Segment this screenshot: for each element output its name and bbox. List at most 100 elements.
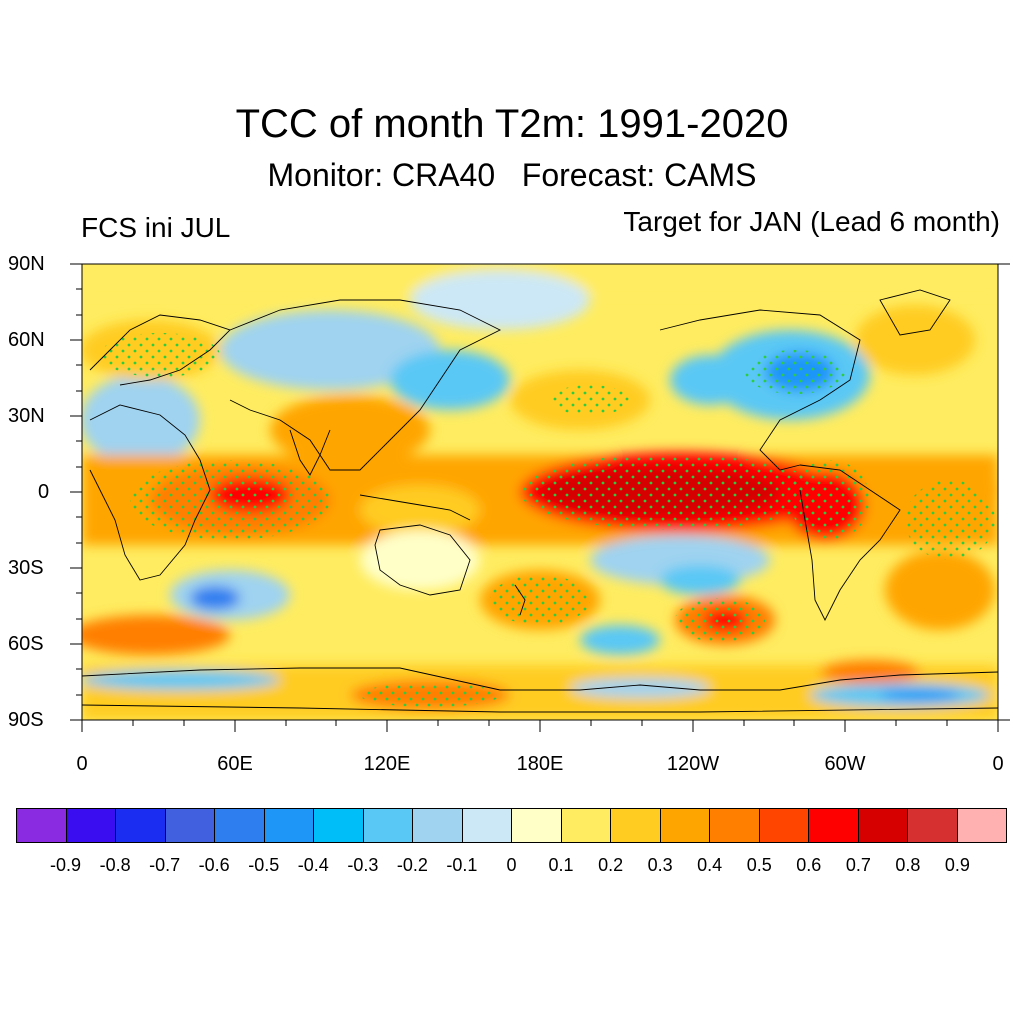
lon-label-0-east: 0 — [992, 753, 1004, 775]
colorbar-tick-label: 0.5 — [746, 855, 772, 875]
stipple-pacific-south — [675, 598, 765, 642]
stipple-africa — [130, 460, 330, 540]
figure-subtitle: Monitor: CRA40 Forecast: CAMS — [267, 157, 757, 193]
colorbar-tick-label: -0.7 — [149, 855, 181, 875]
colorbar-swatch — [17, 809, 67, 842]
west-asia-orange — [270, 395, 430, 465]
colorbar-swatch — [264, 809, 314, 842]
colorbar-tick-label: 0.2 — [598, 855, 624, 875]
colorbar-tick-label: -0.9 — [50, 855, 82, 875]
lon-label-120e: 120E — [363, 753, 411, 775]
colorbar-swatch — [512, 809, 562, 842]
stipple-north-america — [745, 350, 845, 394]
lat-label-eq: 0 — [38, 481, 50, 503]
colorbar-tick-label: 0 — [506, 855, 517, 875]
coastlines — [82, 289, 998, 713]
colorbar-swatch — [314, 809, 364, 842]
lat-label-60s: 60S — [8, 633, 44, 655]
antarctic-blue-east-core — [880, 689, 960, 701]
colorbar-swatch — [858, 809, 908, 842]
antarctic-blue-west — [82, 670, 280, 690]
africa-coast — [89, 404, 211, 581]
southern-ocean-band — [82, 615, 230, 655]
lat-label-30n: 30N — [8, 405, 45, 427]
greenland-coast — [879, 289, 951, 336]
figure-title: TCC of month T2m: 1991-2020 — [235, 102, 789, 146]
alaska-blue — [670, 355, 750, 405]
lon-label-180e: 180E — [516, 753, 564, 775]
stipple-enso — [520, 454, 820, 530]
south-indian-core — [190, 586, 240, 610]
colorbar-tick-label: -0.5 — [248, 855, 280, 875]
lon-label-60w: 60W — [824, 753, 866, 775]
colorbar-swatch — [759, 809, 809, 842]
colorbar — [16, 808, 1007, 843]
colorbar-swatch — [809, 809, 859, 842]
initialization-label: FCS ini JUL — [81, 212, 231, 243]
stipple-tasman — [490, 575, 590, 625]
colorbar-tick-label: 0.1 — [548, 855, 574, 875]
antarctica-inner — [82, 704, 998, 713]
colorbar-tick-label: 0.6 — [796, 855, 822, 875]
stipple-europe — [100, 333, 220, 377]
colorbar-swatch — [561, 809, 611, 842]
lat-label-90s: 90S — [8, 709, 44, 731]
colorbar-swatch — [660, 809, 710, 842]
colorbar-swatch — [363, 809, 413, 842]
lat-label-30s: 30S — [8, 557, 44, 579]
colorbar-tick-label: 0.9 — [944, 855, 970, 875]
africa-north-blue — [82, 375, 200, 465]
stipple-atlantic — [905, 480, 995, 560]
europe-coast — [89, 314, 231, 386]
target-label: Target for JAN (Lead 6 month) — [623, 206, 1000, 237]
atlantic-north-yellow — [855, 305, 975, 375]
lon-label-0: 0 — [76, 753, 88, 775]
india-coast — [289, 429, 331, 476]
antarctic-blue-mid — [570, 678, 710, 698]
colorbar-tick-label: -0.4 — [297, 855, 329, 875]
lat-label-60n: 60N — [8, 329, 45, 351]
colorbar-tick-label: 0.3 — [647, 855, 673, 875]
australia-coast — [374, 524, 471, 596]
colorbar-tick-label: 0.4 — [697, 855, 723, 875]
south-ocean-blue — [580, 625, 660, 655]
eurasia-blue-patch — [220, 310, 440, 390]
colorbar-tick-label: -0.8 — [99, 855, 131, 875]
colorbar-tick-label: 0.7 — [845, 855, 871, 875]
colorbar-swatch — [462, 809, 512, 842]
lat-label-90n: 90N — [8, 253, 45, 275]
north-america-coast — [659, 309, 861, 471]
south-pacific-blue2 — [660, 565, 740, 595]
colorbar-swatch — [116, 809, 166, 842]
lon-ticks — [81, 720, 999, 732]
colorbar-swatch — [710, 809, 760, 842]
lon-label-60e: 60E — [217, 753, 253, 775]
stipple-south-america — [790, 460, 870, 540]
australia-light — [360, 530, 480, 590]
colorbar-tick-label: -0.2 — [396, 855, 428, 875]
lat-ticks — [70, 263, 1010, 721]
colorbar-swatch — [413, 809, 463, 842]
colorbar-tick-label: -0.6 — [198, 855, 230, 875]
stipple-north-pacific — [550, 385, 630, 415]
stipple-antarctic — [360, 683, 500, 707]
south-america-coast — [799, 464, 901, 622]
colorbar-swatch — [215, 809, 265, 842]
antarctica-coast — [82, 667, 998, 691]
colorbar-swatch — [165, 809, 215, 842]
colorbar-swatch — [66, 809, 116, 842]
nz-coast — [514, 584, 526, 616]
east-asia-blue-patch — [390, 350, 510, 410]
lon-label-120w: 120W — [666, 753, 720, 775]
south-atlantic-orange — [885, 550, 995, 630]
colorbar-tick-label: -0.1 — [446, 855, 478, 875]
maritime-continent-orange — [360, 485, 480, 535]
asia-coast — [229, 299, 502, 471]
colorbar-swatch — [957, 809, 1006, 842]
colorbar-swatch — [908, 809, 958, 842]
antarctic-red-east — [820, 660, 920, 684]
colorbar-tick-label: -0.3 — [347, 855, 379, 875]
colorbar-tick-label: 0.8 — [895, 855, 921, 875]
colorbar-swatch — [611, 809, 661, 842]
